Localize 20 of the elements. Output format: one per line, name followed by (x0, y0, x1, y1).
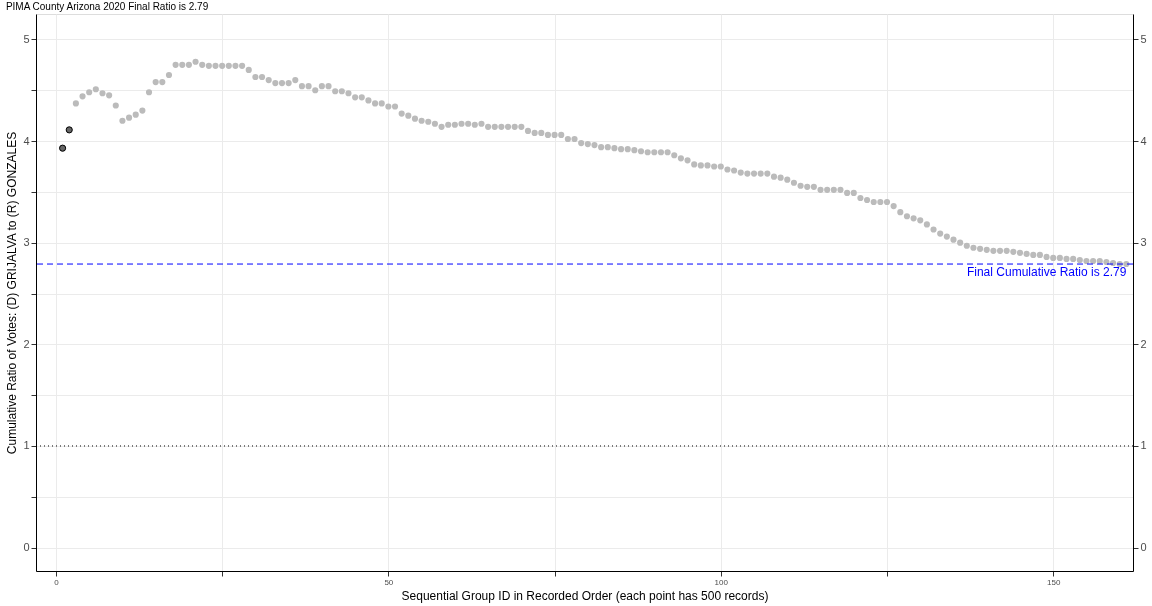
y2-tick-label: 2 (1140, 337, 1147, 350)
y2-tick-label: 0 (1140, 541, 1147, 554)
y-tick-label: 5 (23, 32, 30, 45)
chart-title: PIMA County Arizona 2020 Final Ratio is 2.79 (5, 1, 209, 12)
y-tick-label: 4 (23, 134, 30, 147)
y2-tick-label: 1 (1140, 439, 1147, 452)
ref-line-label: Final Cumulative Ratio is 2.79 (966, 265, 1127, 280)
x-tick-label: 100 (714, 577, 729, 587)
x-tick-label: 50 (384, 577, 394, 587)
y-tick-label: 0 (23, 541, 30, 554)
x-tick-label: 150 (1047, 577, 1061, 587)
y-tick-label: 2 (23, 337, 30, 350)
x-tick-label: 0 (54, 577, 60, 587)
y2-tick-label: 4 (1140, 134, 1147, 147)
y-axis-title: Cumulative Ratio of Votes: (D) GRIJALVA to (R) GONZALES (5, 131, 20, 455)
y2-tick-label: 5 (1140, 32, 1147, 45)
x-axis-title: Sequential Group ID in Recorded Order (each point has 500 records) (401, 588, 769, 603)
y-tick-label: 3 (23, 236, 30, 249)
y-tick-label: 1 (23, 439, 30, 452)
y2-tick-label: 3 (1140, 236, 1147, 249)
